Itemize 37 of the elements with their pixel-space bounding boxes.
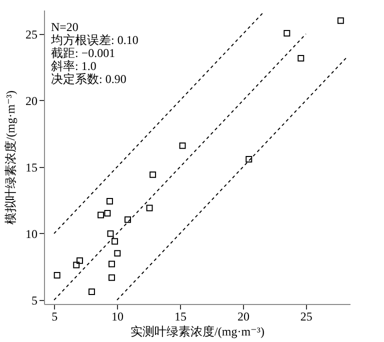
point xyxy=(284,30,290,37)
point xyxy=(54,272,60,279)
point xyxy=(76,257,83,264)
point xyxy=(298,55,304,62)
y-tick-label: 25 xyxy=(26,27,38,42)
point xyxy=(337,17,344,24)
annotation: 斜率: 1.0 xyxy=(51,59,96,73)
point xyxy=(88,288,95,295)
point xyxy=(146,204,153,212)
point xyxy=(98,212,104,218)
y-axis-title: 模拟叶绿素浓度/(mg·m⁻³) xyxy=(4,90,18,224)
y-tick-label: 20 xyxy=(26,94,38,108)
x-tick-label: 20 xyxy=(237,310,250,324)
point xyxy=(107,230,114,237)
point xyxy=(108,260,115,268)
point xyxy=(246,156,252,162)
point xyxy=(179,142,186,149)
annotation: 均方根误差: 0.10 xyxy=(50,33,138,47)
point xyxy=(150,171,156,178)
x-axis-title: 实测叶绿素浓度/(mg·m⁻³) xyxy=(130,324,264,338)
point xyxy=(114,250,121,257)
point xyxy=(108,274,115,281)
annotation: 截距: −0.001 xyxy=(51,46,116,60)
y-tick-label: 10 xyxy=(26,226,38,241)
point xyxy=(104,210,111,217)
point xyxy=(73,262,80,268)
y-tick-label: 15 xyxy=(26,160,38,174)
y-tick-label: 5 xyxy=(32,294,38,308)
x-tick-label: 5 xyxy=(52,310,58,324)
point xyxy=(112,238,118,245)
annotation: 决定系数: 0.90 xyxy=(51,72,126,86)
x-tick-label: 10 xyxy=(112,310,124,324)
point xyxy=(124,216,131,223)
point xyxy=(106,198,113,205)
annotation: N=20 xyxy=(51,20,78,34)
x-tick-label: 25 xyxy=(300,310,312,324)
x-tick-label: 15 xyxy=(174,310,186,324)
